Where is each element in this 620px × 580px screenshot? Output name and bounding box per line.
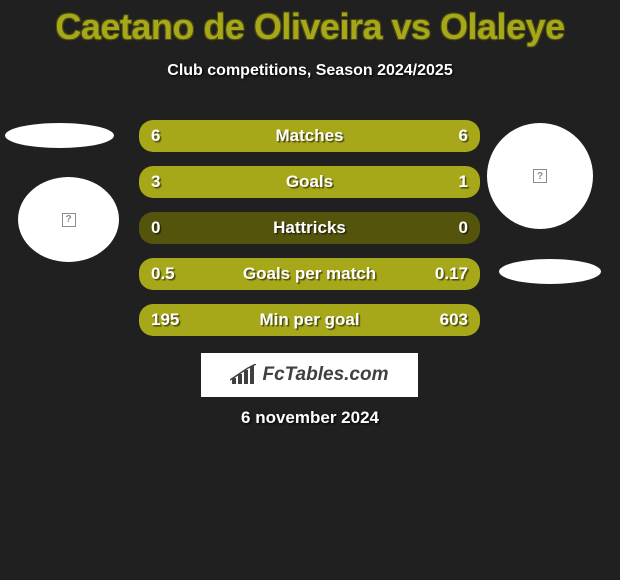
stat-value-left: 0 xyxy=(151,212,160,244)
stat-row: Hattricks0 0 xyxy=(139,212,480,244)
stat-label: Goals xyxy=(139,166,480,198)
player-right-shadow-ellipse xyxy=(499,259,601,284)
stat-row: Min per goal195 603 xyxy=(139,304,480,336)
brand-text: FcTables.com xyxy=(262,364,388,386)
stat-label: Goals per match xyxy=(139,258,480,290)
stat-row: Goals3 1 xyxy=(139,166,480,198)
player-left-avatar: ? xyxy=(18,177,119,262)
stat-label: Min per goal xyxy=(139,304,480,336)
stat-row: Goals per match0.5 0.17 xyxy=(139,258,480,290)
player-left-shadow-ellipse xyxy=(5,123,114,148)
stat-value-right: 0.17 xyxy=(435,258,468,290)
brand-watermark: FcTables.com xyxy=(201,353,418,397)
stat-value-left: 6 xyxy=(151,120,160,152)
stat-value-left: 3 xyxy=(151,166,160,198)
date-text: 6 november 2024 xyxy=(0,408,620,428)
subtitle: Club competitions, Season 2024/2025 xyxy=(0,62,620,80)
stat-row: Matches6 6 xyxy=(139,120,480,152)
comparison-chart: Matches6 6 Goals3 1 Hattricks0 0 Goals per mat… xyxy=(139,120,480,350)
bar-chart-icon xyxy=(230,364,256,386)
image-placeholder-icon: ? xyxy=(62,213,76,227)
stat-value-right: 1 xyxy=(459,166,468,198)
stat-value-right: 0 xyxy=(459,212,468,244)
stat-value-left: 0.5 xyxy=(151,258,175,290)
player-right-avatar: ? xyxy=(487,123,593,229)
stat-value-left: 195 xyxy=(151,304,179,336)
page-title: Caetano de Oliveira vs Olaleye xyxy=(0,0,620,48)
stat-value-right: 603 xyxy=(440,304,468,336)
stat-label: Matches xyxy=(139,120,480,152)
image-placeholder-icon: ? xyxy=(533,169,547,183)
stat-value-right: 6 xyxy=(459,120,468,152)
stat-label: Hattricks xyxy=(139,212,480,244)
